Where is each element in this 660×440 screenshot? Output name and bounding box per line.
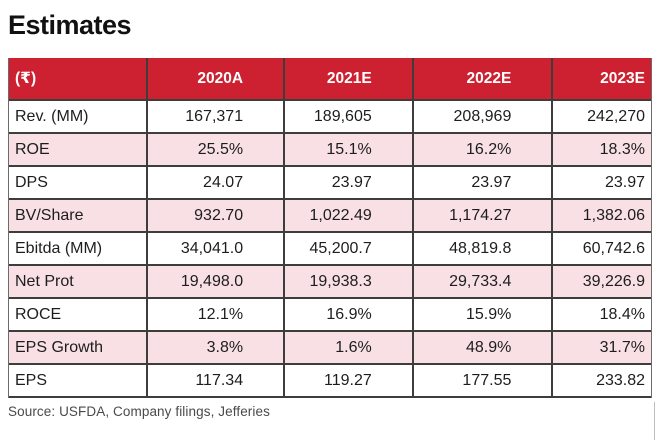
table-row: EPS Growth 3.8% 1.6% 48.9% 31.7% [9,332,651,365]
table-row: ROCE 12.1% 16.9% 15.9% 18.4% [9,299,651,332]
right-edge-artifact-line [654,402,655,440]
cell-value: 18.3% [551,134,651,165]
estimates-table: (₹) 2020A 2021E 2022E 2023E Rev. (MM) 16… [8,58,652,398]
cell-value: 18.4% [551,299,651,330]
cell-value: 167,371 [146,101,283,132]
row-label: ROE [15,141,50,158]
table-header-row: (₹) 2020A 2021E 2022E 2023E [9,58,651,101]
cell-value: 39,226.9 [551,266,651,297]
header-unit-label: (₹) [15,70,37,87]
row-label: DPS [15,174,48,191]
row-label: Ebitda (MM) [15,240,103,257]
cell-value: 119.27 [283,365,412,396]
table-row: Ebitda (MM) 34,041.0 45,200.7 48,819.8 6… [9,233,651,266]
cell-value: 3.8% [146,332,283,363]
cell-value: 1,022.49 [283,200,412,231]
table-row: ROE 25.5% 15.1% 16.2% 18.3% [9,134,651,167]
cell-value: 208,969 [411,101,552,132]
table-row: EPS 117.34 119.27 177.55 233.82 [9,365,651,398]
cell-value: 242,270 [551,101,651,132]
cell-value: 29,733.4 [411,266,552,297]
source-note: Source: USFDA, Company filings, Jefferie… [8,404,270,419]
cell-value: 60,742.6 [551,233,651,264]
table-row: DPS 24.07 23.97 23.97 23.97 [9,167,651,200]
cell-value: 25.5% [146,134,283,165]
table-row: Net Prot 19,498.0 19,938.3 29,733.4 39,2… [9,266,651,299]
cell-value: 19,498.0 [146,266,283,297]
cell-value: 233.82 [551,365,651,396]
cell-value: 1,174.27 [411,200,552,231]
cell-value: 189,605 [283,101,412,132]
table-row: BV/Share 932.70 1,022.49 1,174.27 1,382.… [9,200,651,233]
cell-value: 45,200.7 [283,233,412,264]
cell-value: 19,938.3 [283,266,412,297]
header-col-2020a: 2020A [146,58,283,99]
header-col-2023e: 2023E [551,58,651,99]
cell-value: 117.34 [146,365,283,396]
cell-value: 15.9% [411,299,552,330]
cell-value: 177.55 [411,365,552,396]
cell-value: 31.7% [551,332,651,363]
cell-value: 12.1% [146,299,283,330]
row-label: Net Prot [15,273,74,290]
cell-value: 34,041.0 [146,233,283,264]
cell-value: 16.2% [411,134,552,165]
row-label: EPS Growth [15,339,104,356]
cell-value: 23.97 [551,167,651,198]
header-col-2022e: 2022E [411,58,552,99]
cell-value: 23.97 [283,167,412,198]
cell-value: 24.07 [146,167,283,198]
cell-value: 15.1% [283,134,412,165]
page-title: Estimates [8,10,132,40]
cell-value: 1,382.06 [551,200,651,231]
cell-value: 932.70 [146,200,283,231]
row-label: EPS [15,372,48,389]
cell-value: 16.9% [283,299,412,330]
cell-value: 23.97 [411,167,552,198]
cell-value: 48,819.8 [411,233,552,264]
cell-value: 48.9% [411,332,552,363]
table-row: Rev. (MM) 167,371 189,605 208,969 242,27… [9,101,651,134]
row-label: ROCE [15,306,62,323]
header-col-2021e: 2021E [283,58,412,99]
row-label: BV/Share [15,207,84,224]
cell-value: 1.6% [283,332,412,363]
row-label: Rev. (MM) [15,108,89,125]
